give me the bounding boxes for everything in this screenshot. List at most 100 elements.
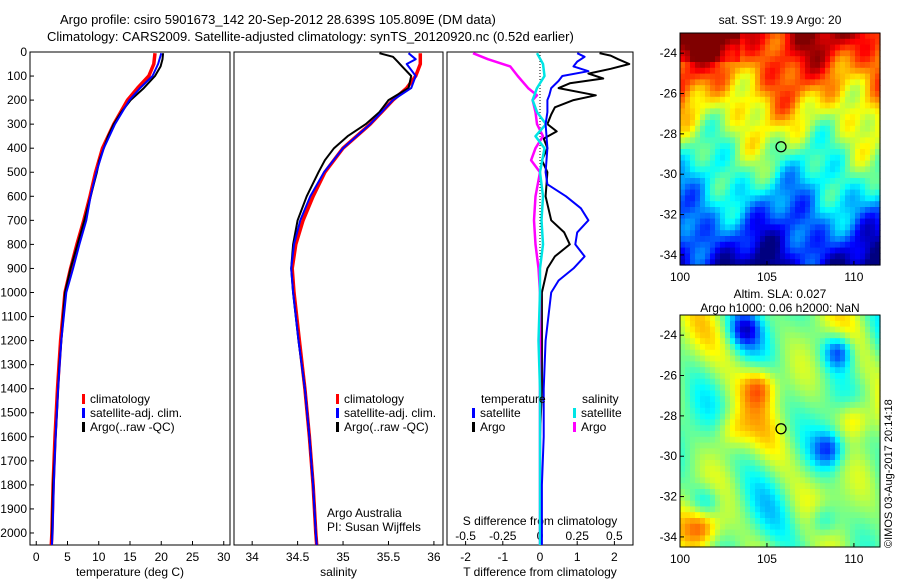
map-cell bbox=[695, 178, 701, 185]
map-cell bbox=[795, 67, 801, 75]
map-cell bbox=[830, 402, 836, 409]
map-cell bbox=[830, 518, 836, 525]
map-cell bbox=[875, 50, 881, 57]
map-cell bbox=[745, 384, 751, 391]
map-cell bbox=[860, 471, 866, 478]
map-cell bbox=[780, 247, 786, 254]
map-cell bbox=[685, 259, 691, 266]
map-cell bbox=[875, 465, 881, 473]
map-cell bbox=[845, 529, 851, 536]
map-cell bbox=[845, 349, 851, 357]
map-cell bbox=[710, 454, 716, 461]
map-cell bbox=[800, 56, 806, 63]
map-cell bbox=[730, 320, 736, 328]
map-cell bbox=[785, 431, 791, 438]
map-cell bbox=[835, 230, 841, 237]
map-cell bbox=[760, 541, 766, 548]
map-cell bbox=[680, 201, 686, 208]
map-cell bbox=[710, 320, 716, 328]
map-cell bbox=[725, 79, 731, 86]
map-cell bbox=[765, 512, 771, 519]
map-cell bbox=[850, 523, 856, 531]
map-cell bbox=[875, 454, 881, 461]
map-cell bbox=[765, 247, 771, 254]
map-cell bbox=[825, 483, 831, 490]
map-cell bbox=[795, 396, 801, 403]
map-cell bbox=[775, 471, 781, 478]
map-cell bbox=[720, 500, 726, 507]
map-cell bbox=[730, 189, 736, 196]
map-cell bbox=[775, 431, 781, 438]
map-cell bbox=[780, 218, 786, 225]
map-cell bbox=[870, 506, 876, 513]
map-cell bbox=[765, 483, 771, 490]
map-cell bbox=[775, 413, 781, 420]
map-cell bbox=[875, 384, 881, 391]
map-cell bbox=[795, 355, 801, 362]
map-cell bbox=[825, 131, 831, 138]
map-cell bbox=[695, 396, 701, 403]
map-cell bbox=[720, 224, 726, 231]
map-cell bbox=[745, 149, 751, 156]
map-cell bbox=[805, 154, 811, 162]
map-cell bbox=[780, 241, 786, 249]
map-cell bbox=[710, 460, 716, 467]
map-cell bbox=[815, 425, 821, 432]
map-cell bbox=[750, 114, 756, 121]
map-cell bbox=[680, 91, 686, 98]
map-cell bbox=[865, 178, 871, 185]
map-cell bbox=[855, 448, 861, 455]
map-cell bbox=[825, 448, 831, 455]
map-cell bbox=[715, 108, 721, 115]
map-cell bbox=[695, 56, 701, 63]
map-cell bbox=[760, 172, 766, 179]
map-cell bbox=[720, 120, 726, 127]
map-cell bbox=[875, 44, 881, 51]
map-cell bbox=[730, 471, 736, 478]
map-cell bbox=[760, 396, 766, 403]
map-cell bbox=[850, 131, 856, 138]
map-cell bbox=[725, 33, 731, 40]
map-cell bbox=[715, 85, 721, 92]
map-cell bbox=[830, 259, 836, 266]
map-cell bbox=[720, 189, 726, 196]
map-cell bbox=[680, 38, 686, 46]
depth-tick-label: 2000 bbox=[0, 526, 27, 540]
map-cell bbox=[825, 384, 831, 391]
map-cell bbox=[725, 396, 731, 403]
map-cell bbox=[840, 506, 846, 513]
map-cell bbox=[865, 529, 871, 536]
map-cell bbox=[745, 448, 751, 455]
map-cell bbox=[695, 419, 701, 426]
map-cell bbox=[760, 332, 766, 339]
map-cell bbox=[715, 73, 721, 80]
map-cell bbox=[860, 85, 866, 92]
map-cell bbox=[745, 378, 751, 386]
map-cell bbox=[690, 338, 696, 345]
map-cell bbox=[865, 512, 871, 519]
map-cell bbox=[705, 407, 711, 415]
map-cell bbox=[740, 460, 746, 467]
map-cell bbox=[695, 195, 701, 202]
map-cell bbox=[805, 224, 811, 231]
map-cell bbox=[835, 367, 841, 374]
temp-x-tick-label: 10 bbox=[92, 550, 106, 564]
map-cell bbox=[765, 384, 771, 391]
map-cell bbox=[865, 201, 871, 208]
diff-x-tick-label: -2 bbox=[460, 550, 471, 564]
map-cell bbox=[805, 143, 811, 150]
map-cell bbox=[725, 85, 731, 92]
map-cell bbox=[790, 38, 796, 46]
map-cell bbox=[870, 131, 876, 138]
map-cell bbox=[875, 236, 881, 243]
map-cell bbox=[760, 96, 766, 104]
map-cell bbox=[875, 201, 881, 208]
map-cell bbox=[800, 529, 806, 536]
map-cell bbox=[795, 413, 801, 420]
map-cell bbox=[835, 315, 841, 322]
map-cell bbox=[730, 73, 736, 80]
map-cell bbox=[735, 413, 741, 420]
map-cell bbox=[815, 201, 821, 208]
map-cell bbox=[725, 361, 731, 368]
map-cell bbox=[865, 355, 871, 362]
